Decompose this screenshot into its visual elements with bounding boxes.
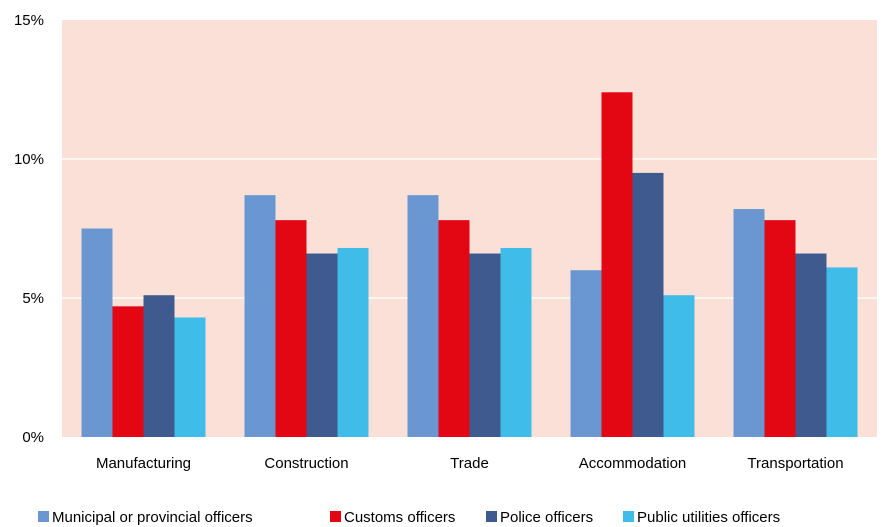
x-axis-categories: Manufacturing Construction Trade Accommodat…	[96, 455, 844, 472]
bar	[407, 195, 439, 437]
legend-swatch	[486, 511, 497, 522]
legend-swatch	[330, 511, 341, 522]
x-category-label: Accommodation	[579, 455, 687, 472]
bar	[500, 247, 532, 437]
bar	[112, 306, 144, 437]
legend-label: Public utilities officers	[637, 509, 780, 526]
bar	[81, 228, 113, 437]
bar	[601, 92, 633, 437]
x-category-label: Trade	[450, 455, 489, 472]
bar	[337, 247, 369, 437]
y-tick-label: 15%	[14, 12, 44, 29]
legend-label: Customs officers	[344, 509, 455, 526]
legend: Municipal or provincial officers Customs …	[38, 509, 780, 526]
bar	[469, 253, 501, 437]
legend-swatch	[623, 511, 634, 522]
bar	[143, 295, 175, 437]
legend-swatch	[38, 511, 49, 522]
bar	[275, 220, 307, 437]
legend-label: Police officers	[500, 509, 593, 526]
bar	[174, 317, 206, 437]
bars	[81, 92, 858, 437]
y-tick-label: 10%	[14, 151, 44, 168]
bar	[244, 195, 276, 437]
bar	[632, 172, 664, 437]
y-tick-label: 0%	[22, 429, 44, 446]
bar	[764, 220, 796, 437]
x-category-label: Transportation	[747, 455, 843, 472]
bar	[306, 253, 338, 437]
legend-label: Municipal or provincial officers	[52, 509, 253, 526]
bar	[733, 209, 765, 437]
x-category-label: Manufacturing	[96, 455, 191, 472]
bar	[663, 295, 695, 437]
y-axis-ticks: 0% 5% 10% 15%	[14, 12, 44, 446]
bar	[826, 267, 858, 437]
bar	[795, 253, 827, 437]
bar	[570, 270, 602, 437]
y-tick-label: 5%	[22, 290, 44, 307]
x-category-label: Construction	[264, 455, 348, 472]
bar	[438, 220, 470, 437]
